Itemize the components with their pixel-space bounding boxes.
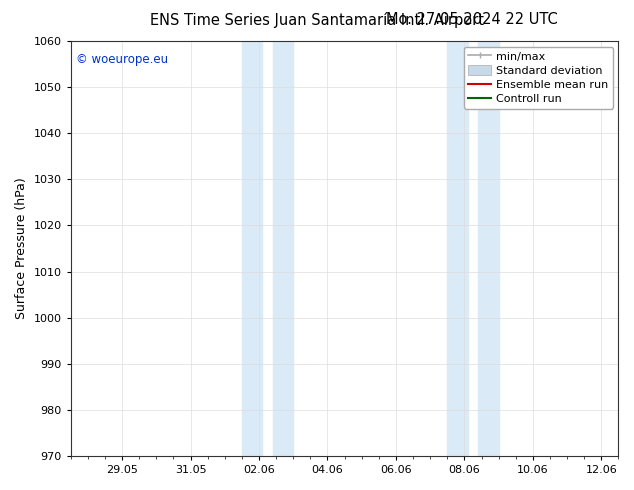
Legend: min/max, Standard deviation, Ensemble mean run, Controll run: min/max, Standard deviation, Ensemble me… (464, 47, 613, 109)
Bar (478, 41, 499, 456)
Text: Mo. 27.05.2024 22 UTC: Mo. 27.05.2024 22 UTC (386, 12, 558, 27)
Bar (448, 41, 468, 456)
Title: ENS Time Series Juan Santamaría Intl. Airport    Mo. 27.05.2024 22 UTC: ENS Time Series Juan Santamaría Intl. Ai… (0, 489, 1, 490)
Y-axis label: Surface Pressure (hPa): Surface Pressure (hPa) (15, 178, 28, 319)
Bar (273, 41, 294, 456)
Bar (242, 41, 262, 456)
Text: © woeurope.eu: © woeurope.eu (76, 53, 168, 67)
Text: ENS Time Series Juan Santamaría Intl. Airport: ENS Time Series Juan Santamaría Intl. Ai… (150, 12, 484, 28)
